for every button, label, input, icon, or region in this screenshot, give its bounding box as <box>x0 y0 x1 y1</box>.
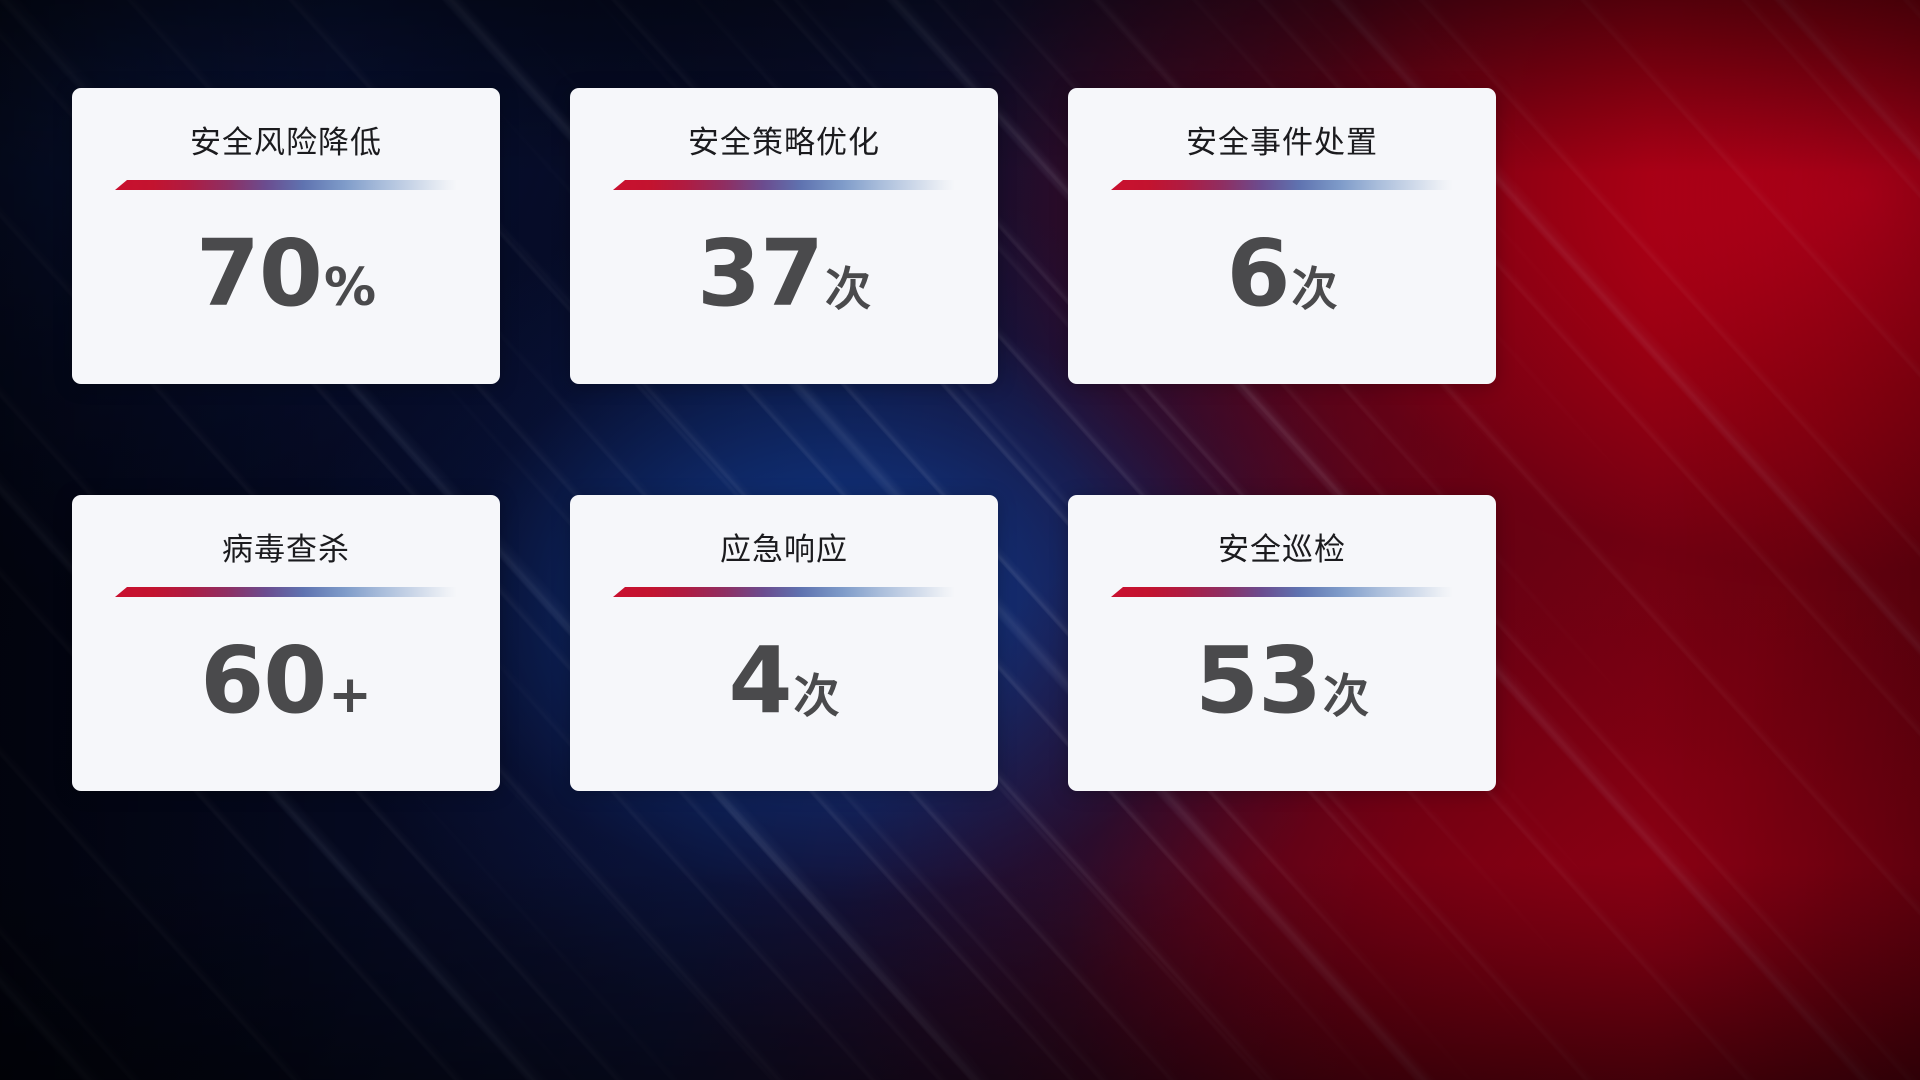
stat-card-title: 安全风险降低 <box>190 125 382 161</box>
stat-value-number: 6 <box>1226 220 1290 327</box>
stat-card-security-incident-handling[interactable]: 安全事件处置 6次 <box>1068 88 1496 384</box>
stat-value-suffix: 次 <box>1323 669 1370 723</box>
stat-value-suffix: 次 <box>825 262 872 316</box>
gradient-rule-divider <box>1111 180 1453 190</box>
stat-card-security-risk-reduction[interactable]: 安全风险降低 70% <box>72 88 500 384</box>
stat-card-title: 安全巡检 <box>1218 532 1346 568</box>
stat-card-value: 6次 <box>1068 228 1496 320</box>
stat-card-emergency-response[interactable]: 应急响应 4次 <box>570 495 998 791</box>
stat-card-value: 60+ <box>72 635 500 727</box>
stat-card-value: 53次 <box>1068 635 1496 727</box>
stat-card-value: 70% <box>72 228 500 320</box>
stat-card-title: 应急响应 <box>720 532 848 568</box>
stat-value-suffix: + <box>328 665 372 725</box>
stat-value-number: 4 <box>728 627 792 734</box>
stat-card-grid: 安全风险降低 70% 安全策略优化 37次 安全事件处置 6次 病毒查杀 60+ 应急响应 4次安… <box>72 88 1496 791</box>
stat-card-value: 37次 <box>570 228 998 320</box>
stat-card-value: 4次 <box>570 635 998 727</box>
stat-value-suffix: % <box>323 258 377 318</box>
stat-card-title: 安全策略优化 <box>688 125 880 161</box>
gradient-rule-divider <box>613 587 955 597</box>
gradient-rule-divider <box>115 587 457 597</box>
stat-card-title: 病毒查杀 <box>222 532 350 568</box>
stat-value-suffix: 次 <box>793 669 840 723</box>
stat-value-number: 70 <box>195 220 323 327</box>
gradient-rule-divider <box>613 180 955 190</box>
stat-value-number: 53 <box>1194 627 1322 734</box>
stat-card-virus-removal[interactable]: 病毒查杀 60+ <box>72 495 500 791</box>
stat-card-title: 安全事件处置 <box>1186 125 1378 161</box>
stat-value-number: 37 <box>696 220 824 327</box>
gradient-rule-divider <box>115 180 457 190</box>
stat-value-number: 60 <box>200 627 327 734</box>
stat-value-suffix: 次 <box>1291 262 1338 316</box>
stat-card-security-inspection[interactable]: 安全巡检 53次 <box>1068 495 1496 791</box>
gradient-rule-divider <box>1111 587 1453 597</box>
stat-card-security-policy-optimization[interactable]: 安全策略优化 37次 <box>570 88 998 384</box>
